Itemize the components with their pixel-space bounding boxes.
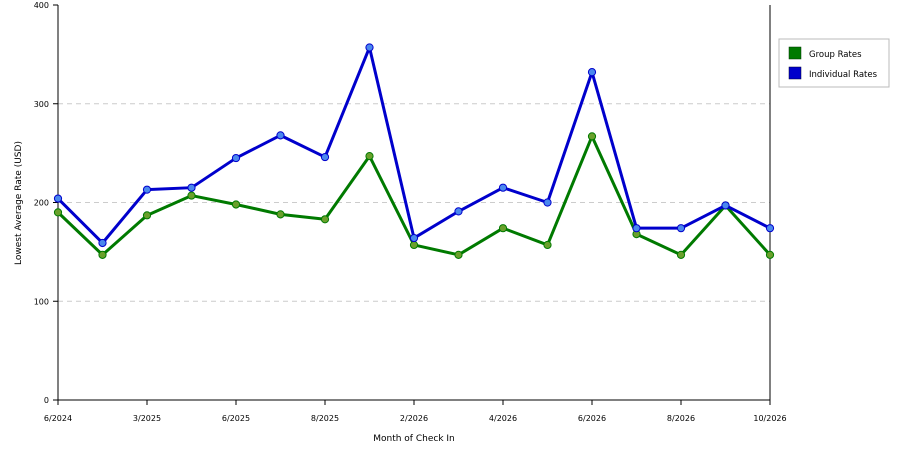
legend-swatch-individual-rates xyxy=(788,66,802,80)
x-tick-label: 3/2025 xyxy=(133,414,161,423)
legend-label-group-rates: Group Rates xyxy=(809,50,862,60)
series xyxy=(53,43,775,259)
data-point-individual-rates xyxy=(53,194,63,203)
data-point-group-rates xyxy=(498,224,508,233)
series-individual-rates xyxy=(53,43,775,248)
data-point-individual-rates xyxy=(587,68,597,77)
data-point-individual-rates xyxy=(543,198,552,207)
series-line-individual-rates xyxy=(56,45,771,245)
data-point-individual-rates xyxy=(365,43,374,52)
data-point-individual-rates xyxy=(676,224,686,233)
y-tick-label: 100 xyxy=(34,297,49,306)
data-point-group-rates xyxy=(409,240,419,250)
y-ticks: 0 100 200 300 400 xyxy=(34,1,58,405)
y-tick-label: 0 xyxy=(44,396,49,405)
x-tick-label: 2/2026 xyxy=(400,414,428,423)
series-group-rates xyxy=(53,132,775,259)
data-point-individual-rates xyxy=(320,152,330,162)
x-axis-title: Month of Check In xyxy=(373,434,455,444)
data-point-individual-rates xyxy=(409,233,419,243)
data-point-individual-rates xyxy=(454,207,463,216)
data-point-group-rates xyxy=(231,200,241,209)
data-point-individual-rates xyxy=(276,131,285,140)
data-point-group-rates xyxy=(543,240,552,250)
x-tick-label: 6/2026 xyxy=(578,414,606,423)
data-point-individual-rates xyxy=(721,201,730,210)
y-axis-title: Lowest Average Rate (USD) xyxy=(14,141,24,265)
data-point-group-rates xyxy=(53,208,63,217)
y-tick-label: 400 xyxy=(34,1,49,10)
y-tick-label: 200 xyxy=(34,199,49,208)
data-point-group-rates xyxy=(276,210,285,219)
data-point-group-rates xyxy=(676,250,686,259)
data-point-group-rates xyxy=(365,151,374,161)
x-tick-label: 10/2026 xyxy=(753,414,786,423)
x-tick-label: 8/2026 xyxy=(667,414,695,423)
data-point-individual-rates xyxy=(187,183,196,192)
data-point-individual-rates xyxy=(231,153,241,163)
grid-lines xyxy=(58,103,770,302)
x-ticks: 6/2024 3/2025 6/2025 8/2025 2/2026 4/2026 6/20… xyxy=(44,400,787,423)
data-point-individual-rates xyxy=(632,224,641,233)
x-tick-label: 8/2025 xyxy=(311,414,339,423)
data-point-individual-rates xyxy=(98,238,107,248)
data-point-group-rates xyxy=(454,250,463,259)
data-point-group-rates xyxy=(765,250,775,259)
y-tick-label: 300 xyxy=(34,100,49,109)
x-tick-label: 6/2024 xyxy=(44,414,72,423)
legend-label-individual-rates: Individual Rates xyxy=(809,70,878,80)
data-point-group-rates xyxy=(98,250,107,259)
data-point-individual-rates xyxy=(498,183,508,192)
x-tick-label: 6/2025 xyxy=(222,414,250,423)
data-point-group-rates xyxy=(187,191,196,200)
legend: Group Rates Individual Rates xyxy=(778,38,890,88)
data-point-individual-rates xyxy=(142,185,152,194)
data-point-group-rates xyxy=(142,211,152,220)
data-point-group-rates xyxy=(587,132,597,141)
data-point-individual-rates xyxy=(765,224,775,233)
x-tick-label: 4/2026 xyxy=(489,414,517,423)
legend-swatch-group-rates xyxy=(788,46,802,60)
data-point-group-rates xyxy=(320,215,330,224)
